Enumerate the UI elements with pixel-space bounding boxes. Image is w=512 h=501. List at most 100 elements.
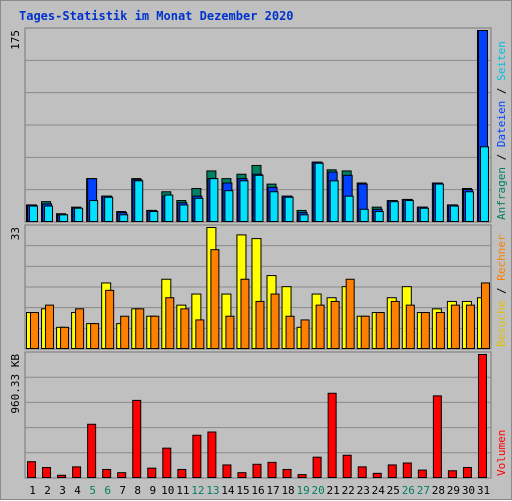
x-tick-label: 7 (119, 484, 126, 497)
pages-bar (479, 146, 489, 223)
x-tick-label: 3 (59, 484, 66, 497)
x-tick-label: 24 (372, 484, 386, 497)
pages-bar (134, 180, 144, 223)
pages-bar (329, 180, 339, 223)
legend-entry: Anfragen (495, 167, 508, 220)
pages-bar (254, 174, 264, 223)
kbytes-bar (162, 447, 172, 478)
kbytes-bar (402, 462, 412, 479)
kbytes-bar (72, 466, 82, 479)
kbytes-bar (147, 467, 157, 479)
pages-bar (209, 178, 219, 223)
sites-bar (405, 304, 415, 349)
legend-entry: Besuche (495, 301, 508, 347)
pages-bar (119, 214, 129, 223)
x-tick-label: 29 (447, 484, 460, 497)
kbytes-bar (327, 392, 337, 478)
x-tick-label: 27 (417, 484, 430, 497)
x-tick-label: 26 (402, 484, 415, 497)
sites-bar (195, 319, 205, 350)
kbytes-bar (132, 399, 142, 478)
sites-bar (420, 312, 430, 349)
x-tick-label: 16 (251, 484, 264, 497)
kbytes-bar (237, 472, 247, 478)
kbytes-bar (27, 461, 36, 479)
sites-bar (360, 315, 370, 349)
bottom-legend: Volumen (495, 430, 508, 476)
x-tick-label: 12 (191, 484, 204, 497)
x-tick-label: 22 (342, 484, 355, 497)
page-title: Tages-Statistik im Monat Dezember 2020 (19, 9, 294, 23)
top-y-max-label: 175 (9, 30, 22, 50)
sites-bar (165, 297, 175, 350)
sites-bar (210, 249, 220, 350)
kbytes-bar (447, 470, 457, 478)
pages-bar (314, 162, 324, 223)
kbytes-bar (342, 454, 352, 479)
x-tick-label: 21 (327, 484, 340, 497)
x-tick-label: 30 (462, 484, 475, 497)
sites-bar (75, 308, 85, 350)
sites-bar (465, 304, 475, 349)
kbytes-bar (417, 469, 427, 479)
legend-entry: Seiten (495, 41, 508, 81)
pages-bar (59, 214, 69, 223)
middle-legend: Besuche / Rechner (495, 234, 508, 347)
kbytes-bar (462, 467, 472, 478)
kbytes-bar (252, 463, 262, 478)
x-tick-label: 23 (357, 484, 370, 497)
legend-entry: / (495, 81, 508, 101)
sites-bar (120, 315, 130, 349)
bottom-y-max-label: 960.33 KB (9, 354, 22, 414)
legend-entry: Dateien (495, 101, 508, 147)
x-tick-label: 14 (221, 484, 235, 497)
kbytes-bar (117, 472, 127, 478)
x-tick-label: 19 (296, 484, 309, 497)
pages-bar (449, 205, 459, 223)
x-tick-label: 31 (477, 484, 490, 497)
pages-bar (104, 196, 114, 223)
x-tick-label: 10 (161, 484, 174, 497)
kbytes-bar (387, 464, 397, 479)
sites-bar (375, 312, 385, 349)
sites-bar (30, 312, 39, 349)
sites-bar (435, 312, 445, 349)
kbytes-bar (102, 468, 112, 478)
kbytes-bar (87, 423, 97, 479)
sites-bar (255, 300, 265, 349)
sites-bar (315, 304, 325, 349)
pages-bar (239, 180, 249, 223)
x-tick-label: 18 (281, 484, 294, 497)
pages-bar (359, 208, 369, 223)
pages-bar (389, 201, 399, 222)
kbytes-bar (432, 395, 442, 479)
kbytes-bar (357, 466, 367, 479)
legend-entry: / (495, 281, 508, 301)
x-tick-label: 11 (176, 484, 189, 497)
kbytes-bar (42, 467, 52, 478)
sites-bar (60, 326, 70, 349)
kbytes-bar (207, 431, 217, 479)
pages-bar (89, 200, 99, 223)
pages-bar (44, 205, 54, 223)
x-tick-label: 25 (387, 484, 400, 497)
pages-bar (374, 211, 384, 222)
kbytes-bar (372, 472, 382, 479)
sites-bar (450, 304, 460, 349)
x-tick-label: 17 (266, 484, 279, 497)
kbytes-bar (282, 468, 292, 478)
sites-bar (225, 315, 235, 349)
x-tick-label: 6 (104, 484, 111, 497)
kbytes-bar (57, 474, 67, 478)
sites-bar (345, 278, 355, 349)
kbytes-bar (192, 434, 202, 479)
x-tick-label: 9 (149, 484, 156, 497)
legend-entry: / (495, 147, 508, 167)
pages-bar (464, 191, 474, 222)
sites-bar (480, 282, 490, 350)
pages-bar (344, 195, 354, 222)
kbytes-bar (312, 456, 322, 478)
pages-bar (29, 205, 38, 223)
pages-bar (194, 197, 204, 222)
